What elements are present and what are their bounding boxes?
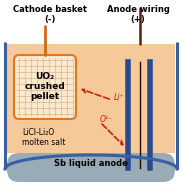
- Polygon shape: [7, 44, 175, 153]
- Text: molten salt: molten salt: [22, 138, 65, 147]
- Text: Sb liquid anode: Sb liquid anode: [54, 159, 128, 168]
- Text: crushed: crushed: [25, 82, 65, 91]
- Text: (+): (+): [131, 15, 145, 24]
- FancyBboxPatch shape: [7, 153, 175, 182]
- Text: pellet: pellet: [30, 92, 60, 101]
- Text: LiCl-Li₂O: LiCl-Li₂O: [22, 128, 54, 137]
- Text: Cathode basket: Cathode basket: [13, 5, 87, 14]
- FancyBboxPatch shape: [14, 55, 76, 119]
- Text: Li⁺: Li⁺: [114, 93, 124, 101]
- Text: Anode wiring: Anode wiring: [107, 5, 169, 14]
- Text: O²⁻: O²⁻: [100, 116, 113, 124]
- Text: (-): (-): [44, 15, 56, 24]
- Text: UO₂: UO₂: [35, 72, 55, 81]
